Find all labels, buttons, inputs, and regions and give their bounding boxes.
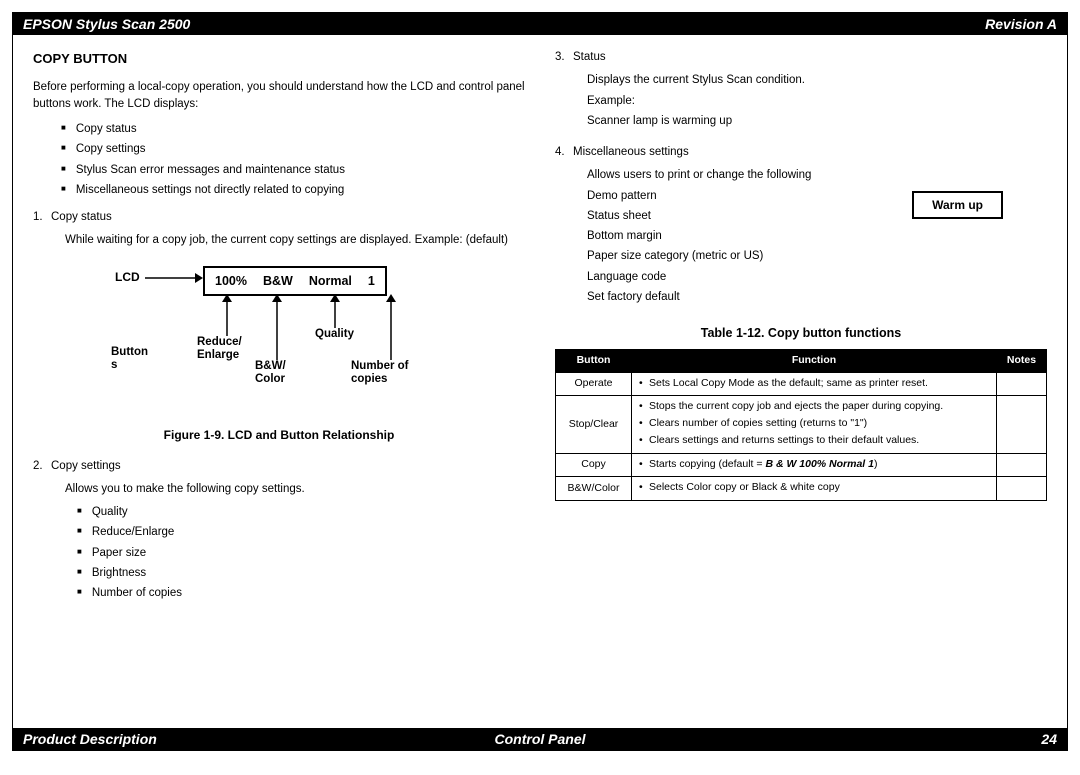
button-cell: Stop/Clear — [556, 396, 632, 453]
table-row: Copy Starts copying (default = B & W 100%… — [556, 453, 1047, 477]
body-line: Displays the current Stylus Scan conditi… — [555, 72, 1047, 89]
item-title: Copy settings — [51, 460, 121, 472]
annotation-reduce: Reduce/ Enlarge — [197, 336, 242, 364]
table-row: B&W/Color Selects Color copy or Black & w… — [556, 477, 1047, 501]
list-item: Copy status — [61, 121, 525, 138]
button-cell: Copy — [556, 453, 632, 477]
annotation-quality: Quality — [315, 328, 354, 342]
item-title: Copy status — [51, 211, 112, 223]
annotation-bwcolor: B&W/ Color — [255, 360, 286, 388]
bullet-list-2: Quality Reduce/Enlarge Paper size Bright… — [33, 504, 525, 602]
col-header: Notes — [997, 349, 1047, 372]
item-number: 4. — [555, 144, 573, 161]
list-item: Paper size — [77, 545, 525, 562]
numbered-item-3: 3.Status — [555, 49, 1047, 66]
item-number: 1. — [33, 209, 51, 226]
page-frame: EPSON Stylus Scan 2500 Revision A Copy B… — [12, 12, 1068, 751]
warmup-box: Warm up — [912, 191, 1003, 219]
list-item: Stylus Scan error messages and maintenan… — [61, 162, 525, 179]
notes-cell — [997, 396, 1047, 453]
col-header: Function — [632, 349, 997, 372]
misc-line: Paper size category (metric or US) — [555, 248, 1047, 265]
item-body: While waiting for a copy job, the curren… — [33, 232, 525, 249]
lcd-cell: B&W — [263, 272, 293, 291]
lcd-cell: 1 — [368, 272, 375, 291]
arrow-icon — [385, 294, 397, 360]
func-item: Selects Color copy or Black & white copy — [637, 480, 991, 496]
lcd-display-box: 100% B&W Normal 1 — [203, 266, 387, 297]
footer-center: Control Panel — [494, 731, 585, 747]
lcd-label: LCD — [115, 268, 140, 286]
list-item: Brightness — [77, 565, 525, 582]
list-item: Number of copies — [77, 585, 525, 602]
function-cell: Sets Local Copy Mode as the default; sam… — [632, 372, 997, 396]
bullet-list-1: Copy status Copy settings Stylus Scan er… — [33, 121, 525, 199]
list-item: Miscellaneous settings not directly rela… — [61, 182, 525, 199]
func-item: Stops the current copy job and ejects th… — [637, 399, 991, 415]
func-item: Sets Local Copy Mode as the default; sam… — [637, 376, 991, 392]
figure-caption: Figure 1-9. LCD and Button Relationship — [33, 426, 525, 444]
table-row: Stop/Clear Stops the current copy job and… — [556, 396, 1047, 453]
misc-line: Set factory default — [555, 289, 1047, 306]
header-left: EPSON Stylus Scan 2500 — [23, 16, 190, 32]
numbered-item-1: 1.Copy status — [33, 209, 525, 226]
footer-right: 24 — [1041, 731, 1057, 747]
body-line: Scanner lamp is warming up — [555, 113, 1047, 130]
list-item: Quality — [77, 504, 525, 521]
func-item: Clears number of copies setting (returns… — [637, 416, 991, 432]
header-right: Revision A — [985, 16, 1057, 32]
func-item: Starts copying (default = B & W 100% Nor… — [637, 457, 991, 473]
footer-bar: Product Description Control Panel 24 — [13, 728, 1067, 750]
notes-cell — [997, 372, 1047, 396]
item-number: 3. — [555, 49, 573, 66]
button-cell: B&W/Color — [556, 477, 632, 501]
list-item: Copy settings — [61, 141, 525, 158]
list-item: Reduce/Enlarge — [77, 524, 525, 541]
item-title: Miscellaneous settings — [573, 146, 689, 158]
item-number: 2. — [33, 458, 51, 475]
table-caption: Table 1-12. Copy button functions — [555, 324, 1047, 343]
footer-left: Product Description — [23, 731, 157, 747]
left-column: Copy Button Before performing a local-co… — [33, 49, 525, 612]
lcd-figure: LCD 100% B&W Normal 1 Button s — [33, 260, 525, 420]
lcd-cell: 100% — [215, 272, 247, 291]
arrow-icon — [329, 294, 341, 328]
misc-line: Language code — [555, 269, 1047, 286]
functions-table: Button Function Notes Operate Sets Local … — [555, 349, 1047, 501]
function-cell: Selects Color copy or Black & white copy — [632, 477, 997, 501]
notes-cell — [997, 477, 1047, 501]
col-header: Button — [556, 349, 632, 372]
content-area: Copy Button Before performing a local-co… — [13, 35, 1067, 642]
table-row: Operate Sets Local Copy Mode as the defau… — [556, 372, 1047, 396]
arrow-icon — [221, 294, 233, 336]
intro-text: Before performing a local-copy operation… — [33, 79, 525, 114]
section-title: Copy Button — [33, 49, 525, 69]
misc-line: Bottom margin — [555, 228, 1047, 245]
annotation-copies: Number of copies — [351, 360, 409, 388]
header-bar: EPSON Stylus Scan 2500 Revision A — [13, 13, 1067, 35]
arrow-icon — [271, 294, 283, 360]
body-line: Allows users to print or change the foll… — [555, 167, 1047, 184]
item-title: Status — [573, 51, 606, 63]
button-cell: Operate — [556, 372, 632, 396]
func-item: Clears settings and returns settings to … — [637, 433, 991, 449]
lcd-cell: Normal — [309, 272, 352, 291]
buttons-label: Button s — [111, 346, 148, 374]
numbered-item-4: 4.Miscellaneous settings — [555, 144, 1047, 161]
right-column: 3.Status Displays the current Stylus Sca… — [555, 49, 1047, 612]
function-cell: Starts copying (default = B & W 100% Nor… — [632, 453, 997, 477]
numbered-item-2: 2.Copy settings — [33, 458, 525, 475]
function-cell: Stops the current copy job and ejects th… — [632, 396, 997, 453]
notes-cell — [997, 453, 1047, 477]
item-body: Allows you to make the following copy se… — [33, 481, 525, 498]
arrow-icon — [145, 272, 203, 284]
body-line: Example: — [555, 93, 1047, 110]
table-header-row: Button Function Notes — [556, 349, 1047, 372]
